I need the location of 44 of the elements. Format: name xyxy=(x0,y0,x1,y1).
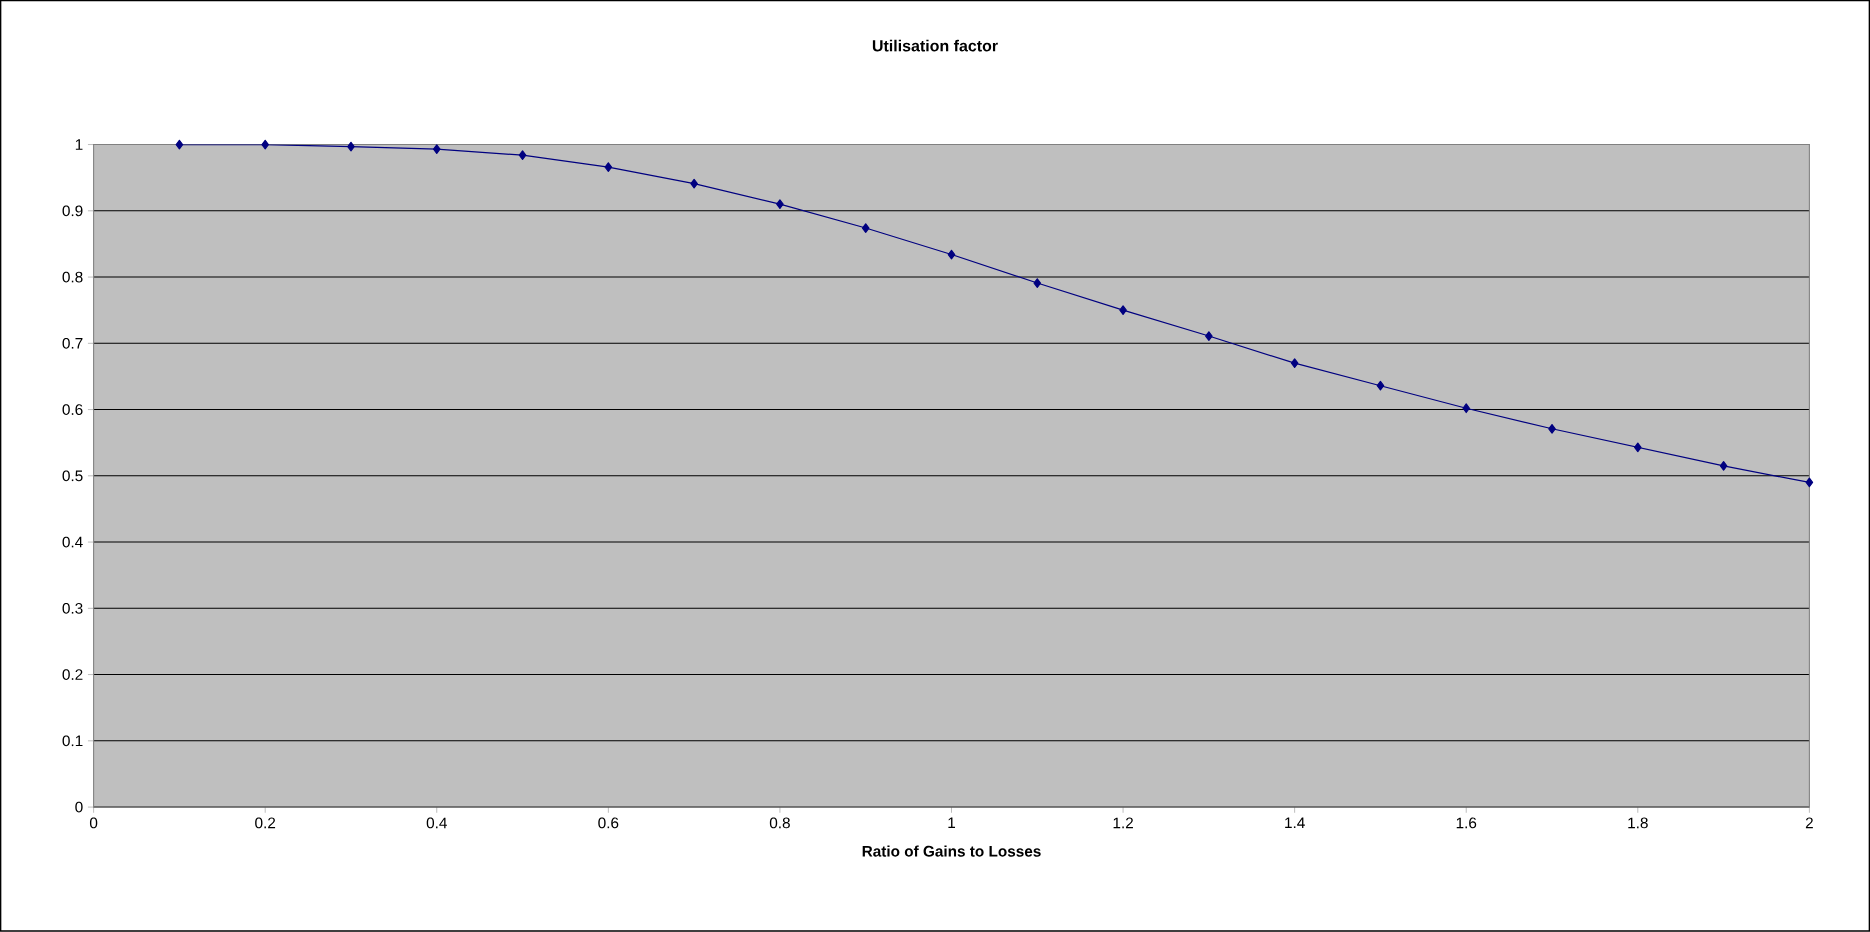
point xyxy=(1033,278,1042,289)
x-tick-label: 2 xyxy=(1805,817,1813,829)
point xyxy=(861,223,870,234)
point xyxy=(432,144,441,155)
point xyxy=(1634,442,1642,453)
point xyxy=(1462,403,1471,414)
x-tick-label: 1.8 xyxy=(1628,817,1648,829)
y-tick-label: 0.8 xyxy=(62,271,83,283)
x-tick-label: 0.6 xyxy=(598,817,619,829)
point xyxy=(604,162,613,173)
point xyxy=(1119,305,1127,316)
point xyxy=(1290,358,1299,369)
chart-title: Utilisation factor xyxy=(872,39,998,52)
y-tick-label: 0.2 xyxy=(62,669,83,681)
point xyxy=(1548,424,1556,434)
y-tick-label: 0.9 xyxy=(62,205,83,217)
x-tick-label: 0.4 xyxy=(426,817,447,829)
y-tick-label: 0.3 xyxy=(62,603,83,614)
y-tick-label: 0.4 xyxy=(62,536,83,548)
point xyxy=(1719,461,1728,471)
x-tick-label: 1.4 xyxy=(1285,817,1305,829)
y-tick-label: 0.5 xyxy=(62,470,83,482)
point xyxy=(690,178,698,189)
y-tick-label: 0.7 xyxy=(62,338,83,349)
x-tick-label: 1.2 xyxy=(1113,817,1133,829)
y-tick-label: 0.1 xyxy=(62,735,83,747)
x-axis-title: Ratio of Gains to Losses xyxy=(862,845,1041,857)
x-tick-label: 0.8 xyxy=(769,817,790,829)
point xyxy=(947,249,956,260)
point xyxy=(518,150,527,161)
point xyxy=(1376,381,1385,391)
point xyxy=(175,139,184,150)
point xyxy=(1805,477,1814,488)
point xyxy=(1205,331,1213,342)
y-tick-label: 1 xyxy=(75,139,83,150)
x-tick-label: 1.6 xyxy=(1456,817,1477,829)
x-tick-label: 0 xyxy=(89,817,98,829)
y-tick-label: 0 xyxy=(75,801,83,813)
point xyxy=(261,139,269,150)
point xyxy=(776,199,784,210)
x-tick-label: 1 xyxy=(948,817,956,829)
x-tick-label: 0.2 xyxy=(255,817,276,829)
point xyxy=(347,141,355,152)
y-tick-label: 0.6 xyxy=(62,404,83,416)
